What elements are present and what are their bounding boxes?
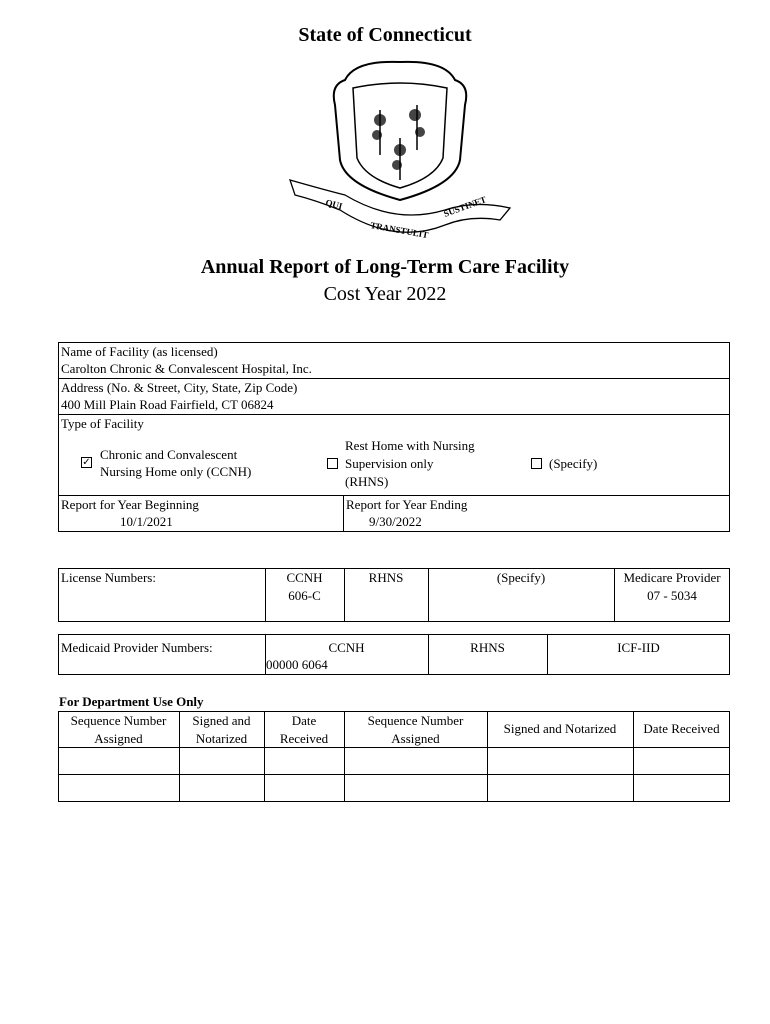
license-numbers-label: License Numbers: — [61, 570, 156, 585]
year-end-label: Report for Year Ending — [346, 497, 468, 512]
specify-type-label: (Specify) — [549, 456, 598, 471]
column-header-sequence-number: Sequence Number Assigned — [70, 713, 167, 746]
column-header-signed-notarized-2: Signed and Notarized — [503, 721, 617, 736]
column-header-date-received: Date Received — [279, 713, 329, 746]
ccnh-checkbox[interactable]: ✓ — [81, 457, 92, 468]
cost-year: Cost Year 2022 — [323, 283, 447, 305]
medicare-provider-value: 07 - 5034 — [647, 588, 697, 603]
specify-checkbox[interactable] — [531, 458, 542, 469]
column-header-signed-notarized: Signed and Notarized — [192, 713, 251, 746]
rhns-type-line1: Rest Home with Nursing — [345, 438, 475, 453]
department-use-heading: For Department Use Only — [59, 694, 204, 709]
address-label: Address (No. & Street, City, State, Zip … — [61, 380, 298, 395]
medicaid-ccnh-label: CCNH — [328, 640, 365, 655]
address-value: 400 Mill Plain Road Fairfield, CT 06824 — [61, 397, 274, 412]
year-end-value: 9/30/2022 — [369, 514, 422, 529]
rhns-checkbox[interactable] — [327, 458, 338, 469]
department-use-table — [58, 711, 730, 802]
medicaid-numbers-table — [58, 634, 730, 675]
medicaid-icf-label: ICF-IID — [617, 640, 660, 655]
facility-name-value: Carolton Chronic & Convalescent Hospital… — [61, 361, 312, 376]
facility-name-label: Name of Facility (as licensed) — [61, 344, 218, 359]
connecticut-seal-icon: QUI TRANSTULIT SUSTINET — [288, 60, 512, 240]
facility-type-label: Type of Facility — [61, 416, 144, 431]
rhns-type-line3: (RHNS) — [345, 474, 389, 489]
license-specify-label: (Specify) — [496, 570, 546, 585]
medicaid-ccnh-value: 00000 6064 — [266, 657, 328, 672]
ccnh-type-line1: Chronic and Convalescent — [100, 447, 238, 462]
license-numbers-table — [58, 568, 730, 622]
column-header-sequence-number-2: Sequence Number Assigned — [367, 713, 464, 746]
report-title: Annual Report of Long-Term Care Facility — [200, 256, 570, 278]
license-ccnh-value: 606-C — [288, 588, 321, 603]
medicaid-rhns-label: RHNS — [470, 640, 505, 655]
medicaid-numbers-label: Medicaid Provider Numbers: — [61, 640, 213, 655]
license-ccnh-label: CCNH — [286, 570, 323, 585]
column-header-date-received-2: Date Received — [643, 721, 720, 736]
facility-info-table — [58, 342, 730, 532]
year-begin-label: Report for Year Beginning — [61, 497, 199, 512]
medicare-provider-label: Medicare Provider — [623, 570, 721, 585]
license-rhns-label: RHNS — [368, 570, 404, 585]
state-title: State of Connecticut — [298, 24, 472, 46]
rhns-type-line2: Supervision only — [345, 456, 434, 471]
svg-text:QUI: QUI — [324, 197, 343, 211]
year-begin-value: 10/1/2021 — [120, 514, 173, 529]
ccnh-type-line2: Nursing Home only (CCNH) — [100, 464, 252, 479]
